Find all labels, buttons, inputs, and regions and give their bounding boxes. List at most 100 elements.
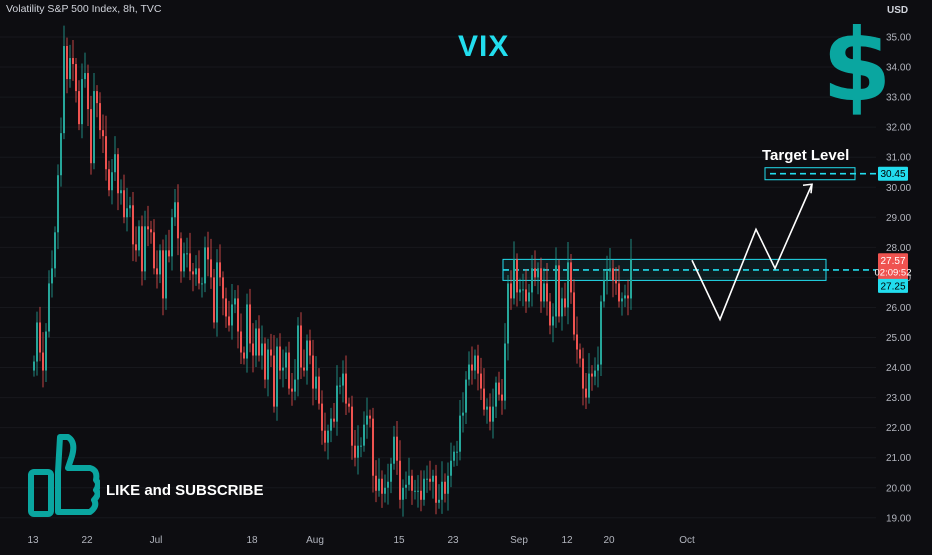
current-price-tag[interactable]: 27.57 bbox=[878, 253, 908, 282]
candle bbox=[45, 323, 47, 382]
candle bbox=[561, 287, 563, 331]
candle bbox=[489, 393, 491, 431]
candle bbox=[102, 114, 104, 153]
candle-body bbox=[126, 208, 128, 218]
candle bbox=[372, 407, 374, 493]
candle-body bbox=[525, 289, 527, 302]
candle-body bbox=[606, 271, 608, 281]
thumbs-up-icon bbox=[28, 434, 100, 517]
candle-body bbox=[600, 301, 602, 365]
candle bbox=[240, 313, 242, 364]
candle-body bbox=[540, 268, 542, 302]
candle bbox=[393, 425, 395, 470]
candle bbox=[474, 349, 476, 380]
candle-body bbox=[81, 79, 83, 125]
candle bbox=[420, 470, 422, 512]
candle bbox=[501, 378, 503, 415]
candle bbox=[336, 365, 338, 436]
candle-body bbox=[204, 247, 206, 284]
candle-body bbox=[399, 460, 401, 500]
candle bbox=[567, 241, 569, 325]
candle bbox=[381, 470, 383, 508]
candle bbox=[492, 388, 494, 439]
candle bbox=[585, 372, 587, 410]
candle-body bbox=[435, 475, 437, 503]
candle-body bbox=[348, 403, 350, 407]
candle-body bbox=[555, 265, 557, 317]
candle bbox=[624, 284, 626, 308]
candle-body bbox=[390, 463, 392, 482]
candle-body bbox=[90, 109, 92, 164]
current-price-tag-text: 27.57 bbox=[880, 256, 905, 267]
candle-body bbox=[426, 478, 428, 480]
candle bbox=[600, 295, 602, 376]
zone-price-tag[interactable]: 27.25 bbox=[878, 278, 908, 293]
candle-body bbox=[60, 133, 62, 176]
candle-body bbox=[465, 379, 467, 413]
candle bbox=[378, 458, 380, 497]
candle bbox=[396, 421, 398, 475]
y-tick-label: 32.00 bbox=[886, 123, 911, 134]
candle-body bbox=[372, 418, 374, 476]
candle bbox=[528, 284, 530, 308]
candle-body bbox=[96, 91, 98, 104]
chart-title-vix: VIX bbox=[458, 30, 510, 63]
candle-body bbox=[99, 103, 101, 131]
projection-path[interactable] bbox=[691, 183, 813, 322]
candle-body bbox=[33, 361, 35, 371]
candle-body bbox=[567, 262, 569, 308]
x-tick-label: Sep bbox=[510, 535, 528, 546]
candle-body bbox=[225, 298, 227, 317]
candle-body bbox=[261, 343, 263, 356]
candle-body bbox=[558, 265, 560, 317]
candle-body bbox=[120, 190, 122, 194]
candle-body bbox=[57, 175, 59, 233]
y-tick-label: 28.00 bbox=[886, 243, 911, 254]
candle-body bbox=[147, 226, 149, 230]
candle bbox=[66, 37, 68, 94]
candle-body bbox=[72, 58, 74, 65]
candle-body bbox=[294, 379, 296, 392]
candle-body bbox=[78, 91, 80, 125]
arrow-head bbox=[802, 183, 813, 194]
candle bbox=[444, 473, 446, 503]
candle bbox=[390, 457, 392, 494]
candle bbox=[165, 234, 167, 310]
candle-body bbox=[345, 373, 347, 404]
candle-body bbox=[279, 346, 281, 371]
candle bbox=[279, 333, 281, 380]
target-price-tag[interactable]: 30.45 bbox=[878, 166, 908, 181]
x-tick-label: 12 bbox=[561, 535, 573, 546]
candle bbox=[429, 460, 431, 491]
candle bbox=[432, 469, 434, 499]
candle bbox=[195, 255, 197, 286]
candle-body bbox=[369, 415, 371, 419]
candle bbox=[453, 445, 455, 467]
candle bbox=[498, 371, 500, 401]
candle-body bbox=[549, 301, 551, 326]
candle-body bbox=[264, 343, 266, 380]
candle-body bbox=[387, 481, 389, 488]
candle bbox=[468, 351, 470, 386]
candle-body bbox=[285, 352, 287, 368]
candle-body bbox=[108, 169, 110, 191]
candle bbox=[384, 474, 386, 503]
candle bbox=[321, 390, 323, 445]
candle bbox=[36, 311, 38, 376]
candle-body bbox=[579, 349, 581, 359]
currency-label[interactable]: USD bbox=[887, 5, 909, 16]
candle bbox=[309, 329, 311, 365]
candle-body bbox=[291, 388, 293, 392]
x-tick-label: 22 bbox=[81, 535, 93, 546]
candle-body bbox=[213, 277, 215, 323]
candle bbox=[456, 440, 458, 466]
candle bbox=[402, 479, 404, 517]
candle bbox=[123, 174, 125, 224]
candle bbox=[234, 290, 236, 314]
candle bbox=[516, 253, 518, 307]
candle-body bbox=[132, 205, 134, 245]
candle bbox=[354, 430, 356, 467]
y-tick-label: 25.00 bbox=[886, 333, 911, 344]
